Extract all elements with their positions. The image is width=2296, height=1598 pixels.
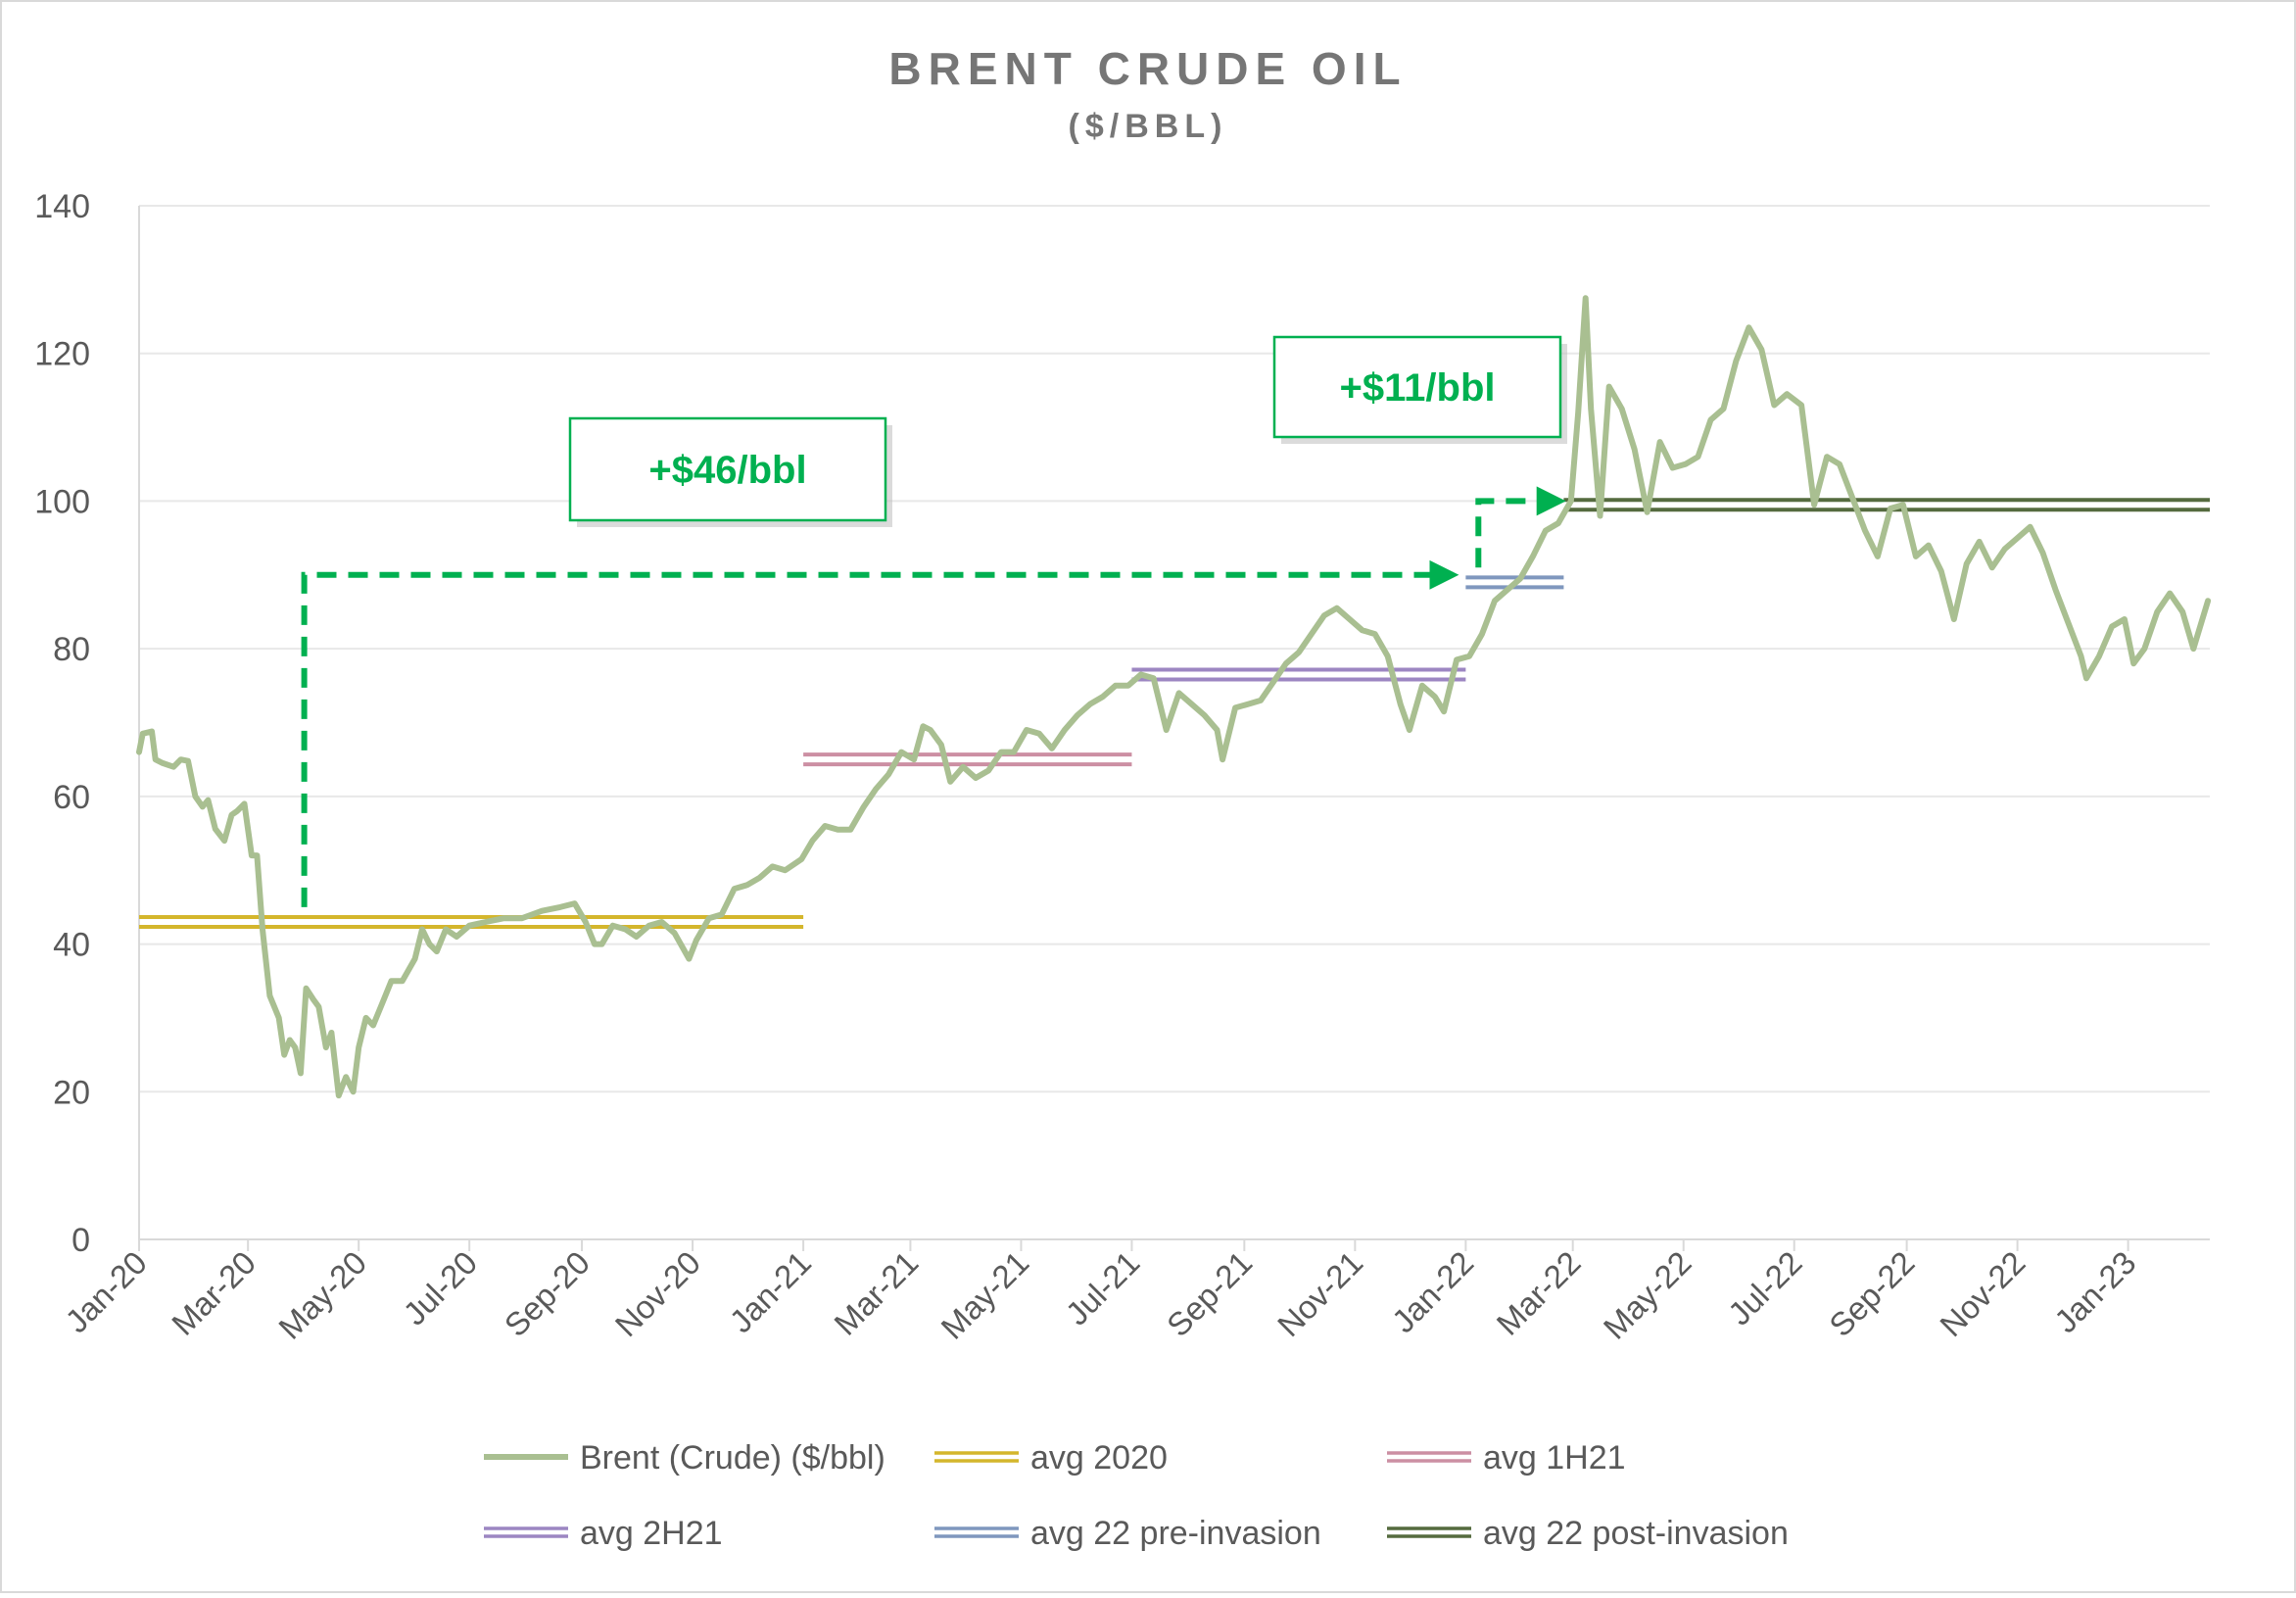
legend-item: avg 1H21 [1387,1439,1626,1477]
annotation-arrow [1475,486,1566,568]
series-lines [136,295,2212,1099]
legend-label: avg 2H21 [580,1515,723,1552]
callout-label: +$11/bbl [1340,366,1496,410]
y-tick-label: 100 [34,483,90,520]
y-tick-label: 120 [34,336,90,373]
legend-item: avg 2020 [934,1439,1168,1477]
y-axis-ticks: 0 20 40 60 80 100 120 140 [34,188,90,1259]
legend: Brent (Crude) ($/bbl) avg 2020 avg 1H21 avg… [484,1439,1789,1552]
y-tick-label: 140 [34,188,90,225]
callout-box [1272,335,1562,439]
annotations: +$46/bbl +$11/bbl [301,335,1567,907]
legend-label: avg 2020 [1030,1439,1168,1477]
legend-label: avg 22 post-invasion [1483,1515,1789,1552]
legend-item: avg 22 post-invasion [1387,1515,1789,1552]
legend-item: avg 2H21 [484,1515,723,1552]
y-tick-label: 80 [53,631,90,668]
avg-line-avg-2h21 [1131,667,1466,682]
callout-box [568,416,887,522]
gridlines [139,205,2210,1093]
y-tick-label: 60 [53,779,90,816]
avg-line-avg-1h21 [803,752,1132,767]
brent-price-line [136,295,2212,1099]
y-tick-label: 0 [72,1222,90,1259]
legend-item: avg 22 pre-invasion [934,1515,1321,1552]
legend-item: Brent (Crude) ($/bbl) [484,1439,885,1477]
chart-subtitle: ($/BBL) [1069,108,1228,145]
chart-title: BRENT CRUDE OIL [888,43,1407,94]
legend-label: avg 22 pre-invasion [1030,1515,1321,1552]
y-tick-label: 20 [53,1074,90,1111]
avg-line-avg-22-post-invasion [1563,498,2210,512]
legend-label: avg 1H21 [1483,1439,1626,1477]
callout-label: +$46/bbl [648,449,806,492]
annotation-arrow [301,559,1459,907]
legend-label: Brent (Crude) ($/bbl) [580,1439,885,1477]
y-tick-label: 40 [53,927,90,964]
